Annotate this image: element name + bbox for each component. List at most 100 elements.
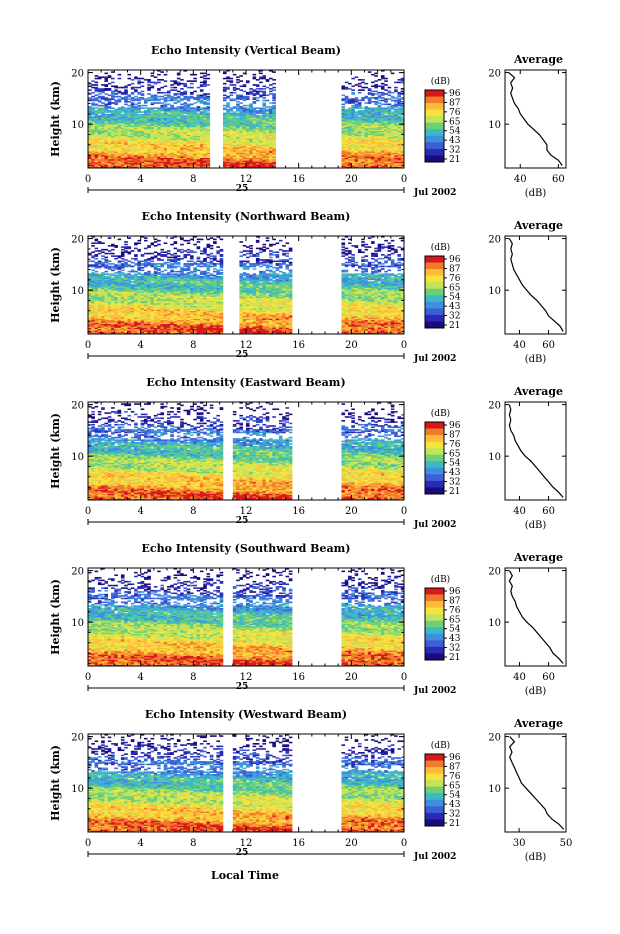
heat-cell [104, 76, 108, 78]
heat-cell [365, 102, 369, 104]
heat-cell [256, 107, 260, 109]
heat-cell [91, 242, 95, 244]
heat-cell [154, 110, 158, 112]
heat-cell [91, 116, 95, 118]
heat-cell [160, 96, 164, 98]
heat-cell [230, 92, 234, 94]
heat-cell [111, 253, 115, 255]
heat-cell [230, 80, 234, 82]
heat-cell [262, 75, 266, 77]
heat-cell [246, 80, 250, 82]
heat-cell [154, 102, 158, 104]
profile-x-tick-label: 60 [552, 174, 565, 185]
heat-cell [190, 96, 194, 98]
heat-cell [269, 106, 273, 108]
heat-cell [174, 97, 178, 99]
colorbar-swatch [425, 90, 444, 97]
heat-cell [101, 258, 105, 260]
heat-cell [114, 272, 118, 274]
heat-cell [111, 249, 115, 251]
heat-cell [193, 91, 197, 93]
heat-cell [108, 95, 112, 97]
heat-cell [223, 113, 227, 115]
heat-cell [374, 91, 378, 93]
heat-cell [200, 95, 204, 97]
heat-cell [266, 106, 270, 108]
heat-cell [384, 89, 388, 91]
heat-cell [157, 79, 161, 81]
heat-cell [157, 82, 161, 84]
heat-cell [98, 241, 102, 243]
heat-cell [128, 78, 132, 80]
heat-cell [374, 75, 378, 77]
colorbar-swatch [425, 129, 444, 136]
heat-cell [101, 251, 105, 253]
heat-cell [114, 89, 118, 91]
heat-cell [226, 96, 230, 98]
heat-cell [239, 80, 243, 82]
heat-cell [200, 73, 204, 75]
heat-cell [233, 74, 237, 76]
heat-cell [151, 82, 155, 84]
heat-cell [226, 102, 230, 104]
heat-cell [253, 74, 257, 76]
x-tick-label: 4 [137, 174, 143, 185]
heat-cell [137, 92, 141, 94]
profile-y-tick-label: 20 [488, 69, 501, 80]
heat-cell [230, 84, 234, 86]
heat-cell [197, 113, 201, 115]
heat-cell [114, 85, 118, 87]
heat-cell [137, 105, 141, 107]
heat-cell [351, 89, 355, 91]
heat-cell [365, 96, 369, 98]
heat-cell [128, 101, 132, 103]
heat-cell [174, 80, 178, 82]
heat-cell [197, 95, 201, 97]
heat-cell [118, 271, 122, 273]
heat-cell [95, 271, 99, 273]
heat-cell [391, 73, 395, 75]
heat-cell [207, 84, 211, 86]
heat-cell [394, 82, 398, 84]
heat-cell [121, 114, 125, 116]
heat-cell [246, 96, 250, 98]
heat-cell [348, 107, 352, 109]
heat-cell [378, 92, 382, 94]
heat-cell [95, 97, 99, 99]
heat-cell [374, 73, 378, 75]
heat-cell [91, 84, 95, 86]
heat-cell [236, 101, 240, 103]
heat-cell [256, 88, 260, 90]
heat-cell [98, 273, 102, 275]
heat-cell [239, 106, 243, 108]
heat-cell [259, 82, 263, 84]
heat-cell [160, 105, 164, 107]
heat-cell [351, 92, 355, 94]
heat-cell [381, 85, 385, 87]
heat-cell [183, 96, 187, 98]
heat-cell [88, 97, 92, 99]
heat-cell [203, 107, 207, 109]
heat-cell [98, 250, 102, 252]
heat-cell [226, 109, 230, 111]
heat-cell [358, 79, 362, 81]
heat-cell [236, 76, 240, 78]
heat-cell [144, 107, 148, 109]
heat-cell [95, 84, 99, 86]
heat-cell [259, 115, 263, 117]
colorbar-swatch [425, 155, 444, 162]
colorbar-swatch [425, 116, 444, 123]
heat-cell [111, 244, 115, 246]
heat-cell [358, 100, 362, 102]
heat-cell [147, 97, 151, 99]
heat-cell [108, 250, 112, 252]
heat-cell [351, 105, 355, 107]
colorbar-swatch [425, 110, 444, 117]
heat-cell [88, 85, 92, 87]
heat-cell [388, 106, 392, 108]
heat-cell [200, 82, 204, 84]
heat-cell [118, 261, 122, 263]
heat-cell [101, 249, 105, 251]
heat-cell [272, 87, 276, 89]
heat-cell [98, 105, 102, 107]
